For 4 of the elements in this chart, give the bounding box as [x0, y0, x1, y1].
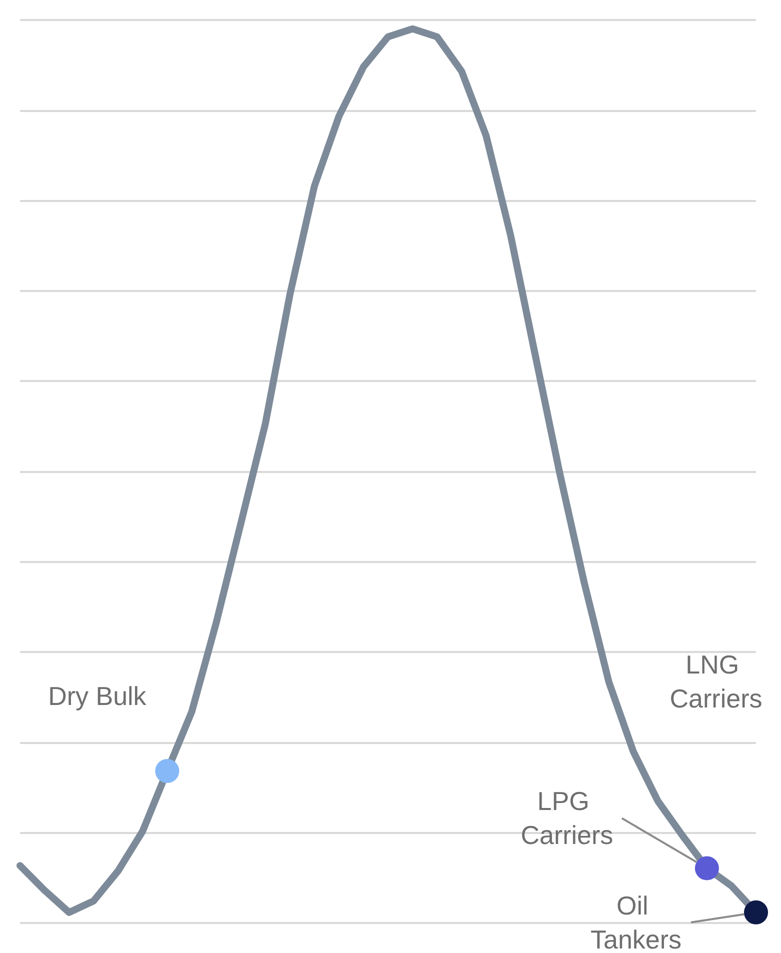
- text: Oil Tankers: [590, 890, 682, 953]
- text: LPG Carriers: [520, 786, 614, 850]
- series-label: Dry Bulk: [48, 681, 148, 712]
- annotation: LNG Carriers: [670, 649, 762, 714]
